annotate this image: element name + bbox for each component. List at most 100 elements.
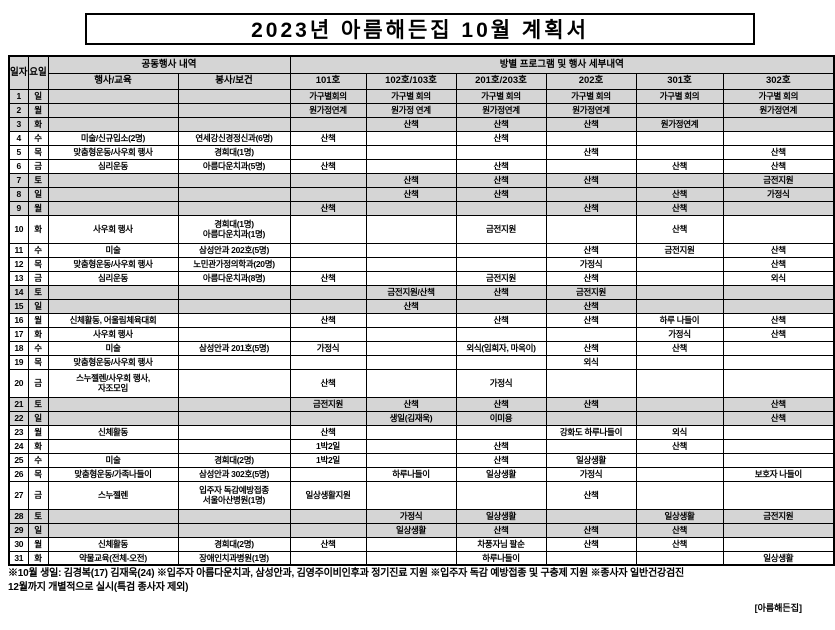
table-row: 3 화 산책 산책 산책 원가정연계 bbox=[8, 116, 835, 132]
volunteer-health-cell bbox=[177, 438, 291, 454]
table-row: 16 월 신체활동, 어울림체육대회 산책 산책 산책 하루 나들이 산책 bbox=[8, 312, 835, 328]
room-101-cell bbox=[289, 508, 367, 524]
weekday-cell: 화 bbox=[27, 438, 49, 454]
facility-signature: [아름해든집] bbox=[754, 603, 802, 613]
events-education-cell bbox=[47, 298, 179, 314]
column-header-room-301: 301호 bbox=[635, 72, 724, 90]
column-header-room-102-103: 102호/103호 bbox=[365, 72, 457, 90]
room-301-cell bbox=[635, 452, 724, 468]
date-cell: 3 bbox=[8, 116, 29, 132]
room-102-103-cell bbox=[365, 242, 457, 258]
events-education-cell bbox=[47, 438, 179, 454]
header-row-columns: 행사/교육 봉사/보건 101호 102호/103호 201호/203호 202… bbox=[9, 72, 835, 90]
table-row: 28 토 가정식 일상생활 일상생활 금전지원 bbox=[8, 508, 835, 524]
document-title: 2023년 아름해든집 10월 계획서 bbox=[85, 13, 755, 45]
room-302-cell bbox=[722, 116, 835, 132]
room-101-cell: 산책 bbox=[289, 312, 367, 328]
table-row: 2 월 원가정연계 원가정 연계 원가정연계 원가정연계 원가정연계 bbox=[8, 102, 835, 118]
room-202-cell: 산책 bbox=[545, 480, 637, 510]
room-302-cell: 금전지원 bbox=[722, 508, 835, 524]
room-102-103-cell: 가구별 회의 bbox=[365, 88, 457, 104]
group-header-common-events: 공동행사 내역 bbox=[47, 55, 291, 74]
room-202-cell: 산책 bbox=[545, 172, 637, 188]
table-header: 일자 요일 공동행사 내역 방별 프로그램 및 행사 세부내역 행사/교육 봉사… bbox=[8, 55, 835, 90]
table-row: 31 화 약물교육(전체-오전) 장애인치과병원(1명) 하루나들이 일상생활 bbox=[8, 550, 835, 566]
room-301-cell: 산책 bbox=[635, 186, 724, 202]
room-302-cell: 가구별 회의 bbox=[722, 88, 835, 104]
room-202-cell bbox=[545, 438, 637, 454]
room-301-cell: 하루 나들이 bbox=[635, 312, 724, 328]
date-cell: 15 bbox=[8, 298, 29, 314]
weekday-cell: 화 bbox=[27, 116, 49, 132]
events-education-cell: 맞춤형운동/사우회 행사 bbox=[47, 354, 179, 370]
room-101-cell: 1박2일 bbox=[289, 438, 367, 454]
events-education-cell: 사우회 행사 bbox=[47, 326, 179, 342]
volunteer-health-cell bbox=[177, 354, 291, 370]
volunteer-health-cell bbox=[177, 172, 291, 188]
room-301-cell: 산책 bbox=[635, 522, 724, 538]
room-302-cell: 보호자 나들이 bbox=[722, 466, 835, 482]
volunteer-health-cell: 경희대(2명) bbox=[177, 452, 291, 468]
date-cell: 30 bbox=[8, 536, 29, 552]
column-header-room-201-203: 201호/203호 bbox=[455, 72, 547, 90]
events-education-cell: 스누젤렌/사우회 행사, 자조모임 bbox=[47, 368, 179, 398]
date-cell: 8 bbox=[8, 186, 29, 202]
room-102-103-cell bbox=[365, 214, 457, 244]
room-102-103-cell: 일상생활 bbox=[365, 522, 457, 538]
room-201-203-cell: 가구별 회의 bbox=[455, 88, 547, 104]
room-302-cell: 산책 bbox=[722, 144, 835, 160]
room-202-cell: 강화도 하루나들이 bbox=[545, 424, 637, 440]
room-201-203-cell: 이미용 bbox=[455, 410, 547, 426]
room-201-203-cell: 하루나들이 bbox=[455, 550, 547, 566]
room-202-cell bbox=[545, 368, 637, 398]
room-302-cell bbox=[722, 284, 835, 300]
table-row: 14 토 금전지원/산책 산책 금전지원 bbox=[8, 284, 835, 300]
room-101-cell bbox=[289, 242, 367, 258]
room-301-cell bbox=[635, 480, 724, 510]
room-201-203-cell bbox=[455, 480, 547, 510]
room-201-203-cell: 외식(임희자, 마옥이) bbox=[455, 340, 547, 356]
volunteer-health-cell bbox=[177, 298, 291, 314]
room-302-cell bbox=[722, 200, 835, 216]
room-201-203-cell: 산책 bbox=[455, 158, 547, 174]
room-101-cell bbox=[289, 550, 367, 566]
column-header-events-education: 행사/교육 bbox=[47, 72, 179, 90]
room-202-cell: 금전지원 bbox=[545, 284, 637, 300]
room-301-cell bbox=[635, 130, 724, 146]
date-cell: 5 bbox=[8, 144, 29, 160]
column-header-room-202: 202호 bbox=[545, 72, 637, 90]
room-101-cell: 산책 bbox=[289, 368, 367, 398]
column-header-volunteer-health: 봉사/보건 bbox=[177, 72, 291, 90]
date-cell: 9 bbox=[8, 200, 29, 216]
date-cell: 22 bbox=[8, 410, 29, 426]
room-302-cell: 산책 bbox=[722, 396, 835, 412]
weekday-cell: 목 bbox=[27, 354, 49, 370]
date-cell: 20 bbox=[8, 368, 29, 398]
weekday-cell: 토 bbox=[27, 396, 49, 412]
room-102-103-cell bbox=[365, 536, 457, 552]
room-202-cell: 가구별 회의 bbox=[545, 88, 637, 104]
room-102-103-cell: 금전지원/산책 bbox=[365, 284, 457, 300]
volunteer-health-cell: 입주자 독감예방접종 서울아산병원(1명) bbox=[177, 480, 291, 510]
room-101-cell bbox=[289, 284, 367, 300]
volunteer-health-cell bbox=[177, 368, 291, 398]
events-education-cell: 사우회 행사 bbox=[47, 214, 179, 244]
room-301-cell bbox=[635, 144, 724, 160]
column-header-room-302: 302호 bbox=[722, 72, 835, 90]
table-row: 17 화 사우회 행사 가정식 산책 bbox=[8, 326, 835, 342]
room-102-103-cell bbox=[365, 326, 457, 342]
room-202-cell: 산책 bbox=[545, 144, 637, 160]
volunteer-health-cell bbox=[177, 508, 291, 524]
weekday-cell: 수 bbox=[27, 130, 49, 146]
weekday-cell: 목 bbox=[27, 466, 49, 482]
events-education-cell bbox=[47, 186, 179, 202]
date-cell: 26 bbox=[8, 466, 29, 482]
room-301-cell: 가구별 회의 bbox=[635, 88, 724, 104]
table-row: 30 월 신체활동 경희대(2명) 산책 차풍자님 팔순 산책 산책 bbox=[8, 536, 835, 552]
room-201-203-cell: 산책 bbox=[455, 312, 547, 328]
events-education-cell: 신체활동 bbox=[47, 424, 179, 440]
events-education-cell: 맞춤형운동/가족나들이 bbox=[47, 466, 179, 482]
room-301-cell: 산책 bbox=[635, 214, 724, 244]
room-102-103-cell bbox=[365, 130, 457, 146]
room-201-203-cell bbox=[455, 256, 547, 272]
